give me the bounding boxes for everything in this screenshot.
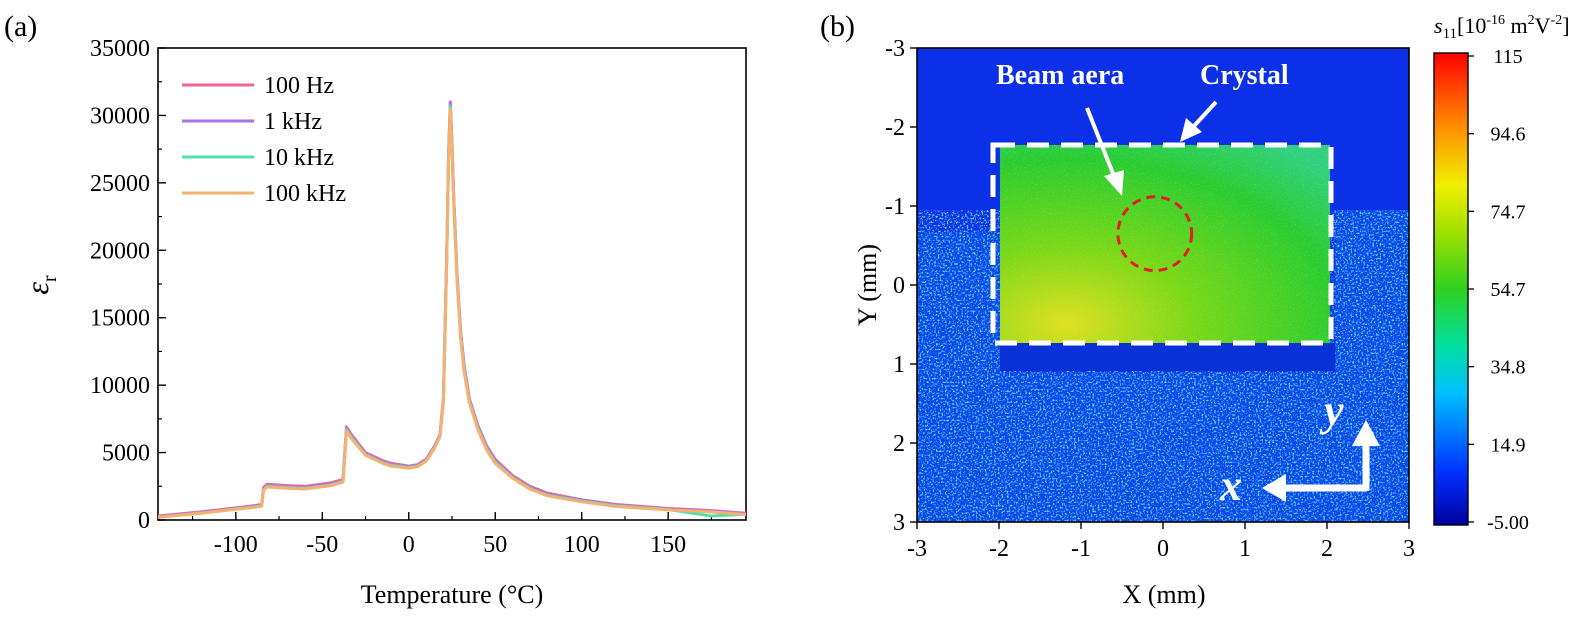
y-tick-label: 5000 — [102, 441, 150, 467]
x-direction-label: x — [1219, 461, 1242, 510]
y-axis-title: εr — [19, 275, 61, 295]
x-tick-label-b: -3 — [907, 536, 927, 562]
heatmap-image — [917, 48, 1409, 522]
crystal-arrow — [1180, 100, 1218, 142]
colorbar — [1433, 52, 1469, 526]
colorbar-tick-label: 34.8 — [1491, 357, 1526, 379]
y-tick-label: 25000 — [90, 171, 150, 197]
y-tick-label: 20000 — [90, 238, 150, 264]
crystal-dashed-box — [990, 142, 1334, 346]
colorbar-ticks: 115 94.6 74.7 54.7 34.8 14.9 -5.00 — [1468, 46, 1529, 534]
crystal-label: Crystal — [1200, 60, 1289, 91]
y-axis-title-symbol: εr — [19, 275, 61, 295]
beam-area-circle — [1116, 195, 1194, 273]
x-tick-label: -100 — [214, 532, 258, 558]
beam-area-label: Beam aera — [996, 60, 1124, 91]
legend-label: 100 Hz — [264, 73, 334, 99]
legend-label: 10 kHz — [264, 145, 334, 171]
x-axis-title-b: X (mm) — [1122, 580, 1205, 609]
y-axis-title-b: Y (mm) — [853, 244, 882, 326]
panel-a-line-chart: (a) -100 -50 0 50 100 150 0 5000 10000 15000 20000… — [4, 10, 747, 609]
substrate-noise — [917, 210, 1409, 522]
y-tick-label: 0 — [138, 508, 150, 534]
legend: 100 Hz 1 kHz 10 kHz 100 kHz — [182, 73, 346, 207]
beam-arrow — [1085, 107, 1124, 196]
panel-a-label: (a) — [4, 10, 37, 43]
axis-a-ticks: -100 -50 0 50 100 150 0 5000 10000 15000 20000 2500… — [90, 36, 713, 558]
colorbar-tick-label: 74.7 — [1491, 201, 1526, 223]
y-tick-label: 35000 — [90, 36, 150, 62]
x-tick-label-b: 2 — [1321, 536, 1333, 562]
y-direction-label: y — [1319, 386, 1344, 435]
x-tick-label: 150 — [650, 532, 686, 558]
series-line-100-khz — [158, 107, 746, 519]
colorbar-title: s11[10-16 m2V-2] — [1434, 13, 1570, 42]
x-tick-label: 0 — [403, 532, 415, 558]
y-tick-label: 30000 — [90, 103, 150, 129]
y-tick-label: 15000 — [90, 306, 150, 332]
y-tick-label-b: -2 — [885, 115, 905, 141]
legend-label: 1 kHz — [264, 109, 322, 135]
crystal-edge-band — [1000, 343, 1335, 371]
colorbar-tick-label: -5.00 — [1487, 512, 1529, 534]
y-tick-label-b: 2 — [893, 431, 905, 457]
x-axis-title: Temperature (°C) — [361, 580, 544, 609]
x-tick-label-b: -1 — [1071, 536, 1091, 562]
x-tick-label-b: -2 — [989, 536, 1009, 562]
colorbar-tick-label: 115 — [1493, 46, 1522, 68]
series-lines — [158, 100, 746, 519]
x-tick-label: 100 — [564, 532, 600, 558]
x-tick-label: 50 — [483, 532, 507, 558]
y-tick-label-b: 1 — [893, 352, 905, 378]
xy-axes-indicator: x y — [1219, 386, 1380, 510]
colorbar-tick-label: 14.9 — [1491, 434, 1526, 456]
x-tick-label-b: 3 — [1403, 536, 1415, 562]
y-tick-label-b: 0 — [893, 273, 905, 299]
panel-b-label: (b) — [820, 10, 855, 43]
x-tick-label-b: 0 — [1157, 536, 1169, 562]
colorbar-tick-label: 54.7 — [1491, 279, 1526, 301]
y-tick-label-b: 3 — [893, 510, 905, 536]
legend-label: 100 kHz — [264, 181, 346, 207]
colorbar-tick-label: 94.6 — [1491, 124, 1526, 146]
x-tick-label: -50 — [306, 532, 338, 558]
y-tick-label-b: -1 — [885, 194, 905, 220]
x-tick-label-b: 1 — [1239, 536, 1251, 562]
y-tick-label-b: -3 — [885, 36, 905, 62]
crystal-texture — [1000, 145, 1330, 343]
y-tick-label: 10000 — [90, 373, 150, 399]
